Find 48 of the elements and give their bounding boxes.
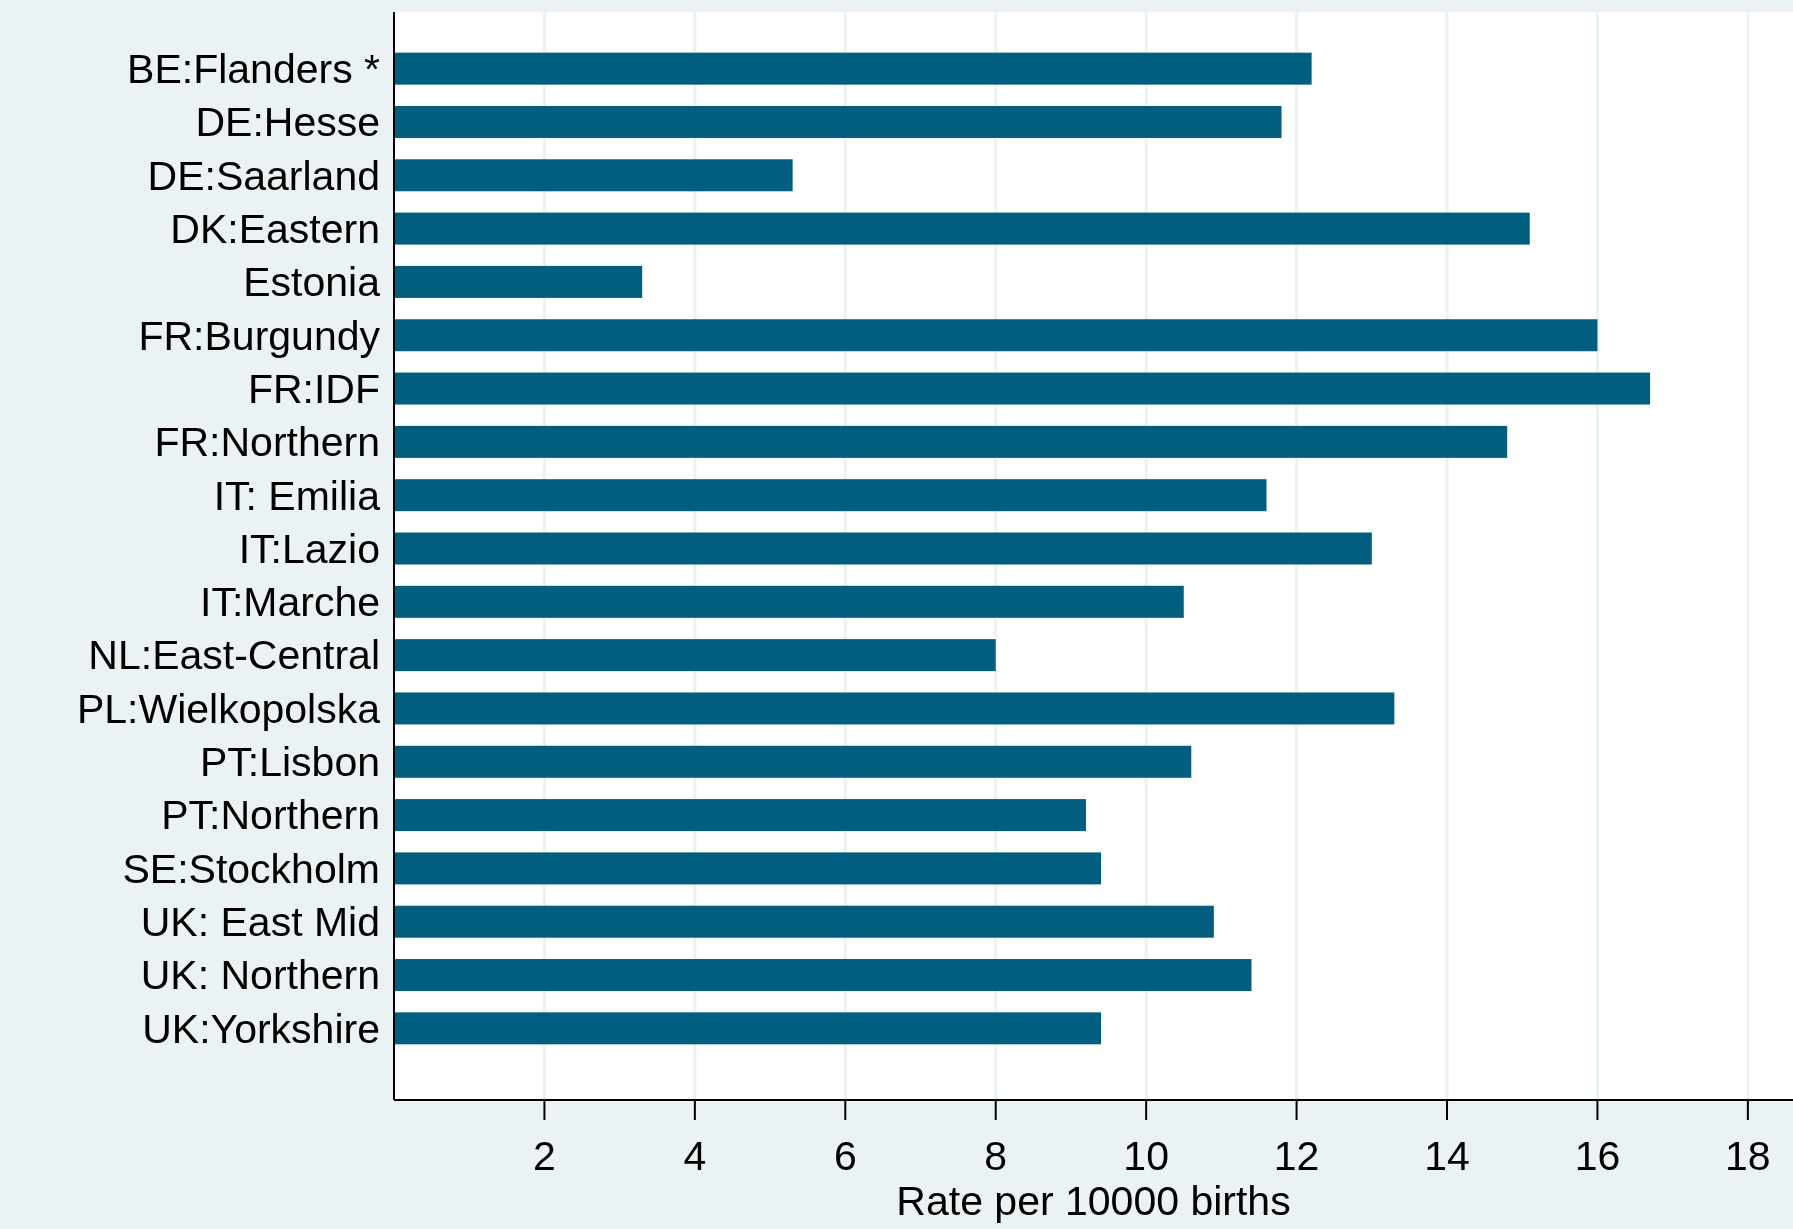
y-tick-label: IT:Lazio [238,525,380,572]
bar [394,52,1312,85]
y-tick-label: SE:Stockholm [122,845,380,892]
y-tick-label: FR:Northern [154,419,380,466]
y-tick-label: IT: Emilia [213,472,381,519]
bar [394,852,1102,885]
bar [394,425,1508,458]
bar [394,959,1252,992]
x-tick-label: 16 [1574,1133,1621,1179]
y-tick-label: PT:Northern [161,792,380,839]
bar [394,745,1192,778]
x-tick-label: 14 [1424,1133,1470,1179]
x-axis-title: Rate per 10000 births [896,1178,1291,1224]
bar [394,799,1086,832]
bar [394,265,643,298]
x-tick-label: 8 [984,1133,1008,1179]
y-tick-label: DK:Eastern [170,205,380,252]
y-tick-label: UK:Yorkshire [142,1005,380,1052]
x-tick-label: 12 [1273,1133,1320,1179]
bar [394,905,1214,938]
y-tick-label: NL:East-Central [88,632,380,679]
x-tick-label: 6 [833,1133,857,1179]
y-tick-label: DE:Saarland [147,152,380,199]
y-tick-label: PL:Wielkopolska [76,685,381,732]
y-tick-label: BE:Flanders * [127,46,381,93]
bar [394,372,1651,405]
y-tick-label: UK: Northern [140,952,380,999]
bar [394,692,1395,725]
x-tick-label: 2 [533,1133,556,1179]
bar [394,585,1184,618]
bar [394,532,1372,565]
bar [394,1012,1102,1045]
y-tick-label: FR:Burgundy [138,312,381,359]
y-tick-label: DE:Hesse [195,99,380,146]
y-tick-label: FR:IDF [247,365,380,412]
y-tick-label: Estonia [243,259,381,306]
x-tick-label: 18 [1725,1133,1771,1179]
bar [394,105,1282,138]
y-tick-label: IT:Marche [200,579,380,626]
x-tick-label: 10 [1123,1133,1169,1179]
bar [394,479,1267,512]
bar [394,212,1530,245]
bar [394,159,793,192]
y-tick-label: UK: East Mid [140,899,380,946]
bar [394,319,1598,352]
x-tick-label: 4 [683,1133,707,1179]
y-tick-label: PT:Lisbon [199,739,380,786]
bar [394,639,996,672]
